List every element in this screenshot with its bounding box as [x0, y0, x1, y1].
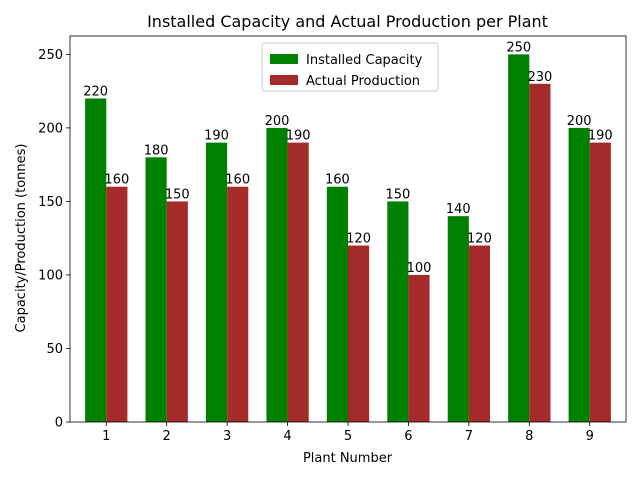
plot-area: 2201801902001601501402502001601501601901…: [38, 35, 627, 444]
bar-production-4: [287, 142, 309, 423]
data-label-capacity-1: 220: [83, 85, 108, 100]
bar-capacity-9: [568, 127, 590, 423]
x-tick-label-2: 2: [163, 429, 171, 444]
data-label-capacity-6: 150: [385, 187, 410, 202]
bar-capacity-3: [205, 142, 228, 423]
y-tick-label-100: 100: [38, 268, 63, 283]
bar-production-5: [348, 245, 370, 422]
bar-capacity-4: [266, 127, 288, 423]
legend-label-production: Actual Production: [306, 74, 420, 89]
data-label-capacity-3: 190: [204, 129, 229, 144]
y-tick-label-200: 200: [38, 121, 63, 136]
data-label-production-6: 100: [407, 261, 432, 276]
bar-production-3: [227, 186, 249, 422]
legend: Installed Capacity Actual Production: [261, 42, 439, 92]
x-tick-label-9: 9: [586, 429, 594, 444]
data-label-production-8: 230: [527, 70, 552, 85]
bar-production-6: [408, 274, 430, 422]
data-label-production-3: 160: [225, 173, 250, 188]
y-tick-label-50: 50: [46, 342, 63, 357]
x-tick-label-4: 4: [283, 429, 291, 444]
data-label-capacity-7: 140: [446, 202, 471, 217]
data-label-capacity-5: 160: [325, 173, 350, 188]
x-tick-label-7: 7: [465, 429, 473, 444]
bar-capacity-2: [145, 157, 167, 422]
legend-label-capacity: Installed Capacity: [306, 53, 423, 68]
bar-capacity-5: [326, 186, 348, 422]
data-label-production-7: 120: [467, 232, 492, 247]
x-tick-label-8: 8: [525, 429, 533, 444]
x-tick-label-3: 3: [223, 429, 231, 444]
data-label-production-1: 160: [104, 173, 129, 188]
data-label-capacity-2: 180: [144, 143, 169, 158]
legend-swatch-production: [270, 75, 298, 85]
chart-title: Installed Capacity and Actual Production…: [147, 12, 548, 31]
y-tick-label-250: 250: [38, 48, 63, 63]
bar-capacity-8: [508, 54, 530, 422]
y-tick-label-150: 150: [38, 195, 63, 210]
bar-production-7: [468, 245, 491, 422]
x-axis-label: Plant Number: [303, 451, 393, 466]
data-label-capacity-9: 200: [567, 114, 592, 129]
bar-production-9: [589, 142, 611, 423]
bar-production-2: [166, 201, 188, 422]
legend-swatch-capacity: [270, 54, 298, 64]
y-axis-label: Capacity/Production (tonnes): [14, 144, 29, 333]
x-tick-label-6: 6: [404, 429, 412, 444]
data-label-production-2: 150: [165, 187, 190, 202]
x-tick-label-5: 5: [344, 429, 352, 444]
bar-production-8: [529, 83, 551, 422]
bar-production-1: [106, 186, 128, 422]
data-label-capacity-8: 250: [506, 40, 531, 55]
data-label-capacity-4: 200: [265, 114, 290, 129]
x-tick-label-1: 1: [102, 429, 110, 444]
data-label-production-5: 120: [346, 232, 371, 247]
bar-capacity-6: [387, 201, 409, 422]
data-label-production-9: 190: [588, 129, 613, 144]
data-label-production-4: 190: [286, 129, 311, 144]
legend-box: [261, 42, 439, 92]
bar-capacity-1: [85, 98, 107, 422]
bar-capacity-7: [447, 216, 469, 422]
y-tick-label-0: 0: [55, 416, 63, 431]
